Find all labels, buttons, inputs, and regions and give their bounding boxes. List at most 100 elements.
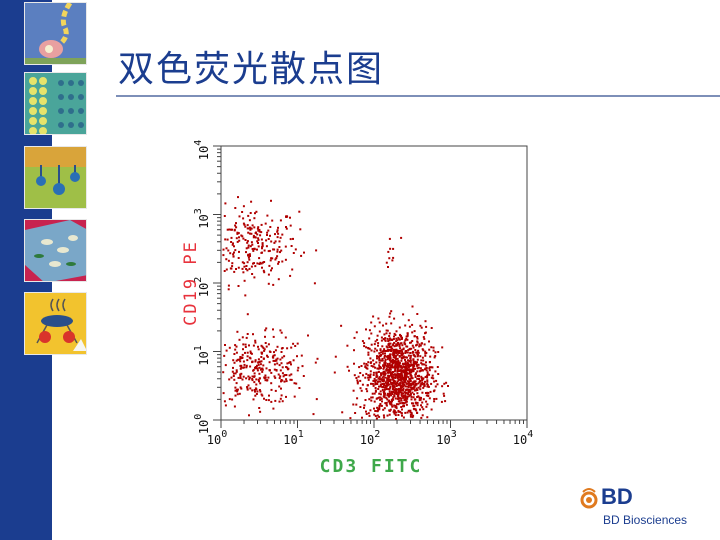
scatter-point bbox=[396, 372, 399, 375]
scatter-point bbox=[290, 373, 293, 376]
scatter-point bbox=[293, 395, 296, 398]
scatter-point bbox=[406, 369, 409, 371]
scatter-point bbox=[262, 261, 264, 264]
scatter-point bbox=[400, 349, 403, 352]
scatter-point bbox=[428, 369, 431, 372]
scatter-point bbox=[379, 398, 382, 401]
scatter-point bbox=[407, 409, 410, 412]
scatter-point bbox=[259, 390, 262, 393]
scatter-point bbox=[381, 352, 384, 355]
scatter-point bbox=[421, 414, 424, 417]
scatter-point bbox=[377, 355, 380, 358]
scatter-point bbox=[228, 228, 231, 231]
scatter-point bbox=[416, 361, 418, 364]
scatter-point bbox=[260, 351, 263, 354]
scatter-point bbox=[400, 373, 403, 376]
scatter-point bbox=[411, 305, 414, 308]
scatter-point bbox=[256, 233, 259, 236]
scatter-point bbox=[400, 378, 403, 381]
scatter-point bbox=[244, 239, 247, 241]
scatter-point bbox=[334, 355, 337, 358]
scatter-point bbox=[404, 375, 406, 378]
scatter-point bbox=[285, 226, 287, 228]
scatter-point bbox=[254, 366, 257, 368]
scatter-point bbox=[425, 367, 428, 369]
scatter-point bbox=[413, 404, 416, 407]
scatter-point bbox=[376, 357, 378, 360]
scatter-point bbox=[247, 384, 250, 387]
scatter-point bbox=[390, 383, 393, 386]
scatter-point bbox=[430, 346, 433, 349]
scatter-point bbox=[292, 237, 294, 240]
scatter-point bbox=[400, 236, 403, 239]
scatter-point bbox=[400, 389, 403, 392]
scatter-point bbox=[401, 374, 404, 377]
scatter-point bbox=[387, 382, 389, 384]
scatter-point bbox=[412, 381, 415, 384]
scatter-point bbox=[394, 392, 396, 394]
scatter-point bbox=[261, 247, 263, 250]
scatter-point bbox=[418, 378, 421, 380]
scatter-point bbox=[390, 346, 393, 349]
scatter-point bbox=[394, 369, 397, 372]
scatter-point bbox=[374, 383, 377, 386]
scatter-point bbox=[393, 345, 396, 348]
scatter-point bbox=[257, 242, 259, 244]
scatter-point bbox=[375, 417, 378, 420]
scatter-point bbox=[421, 356, 424, 359]
scatter-point bbox=[382, 375, 385, 378]
scatter-point bbox=[379, 385, 382, 388]
scatter-point bbox=[253, 372, 256, 375]
scatter-point bbox=[418, 374, 420, 377]
scatter-point bbox=[281, 379, 284, 382]
scatter-point bbox=[395, 348, 398, 351]
scatter-point bbox=[407, 395, 410, 398]
scatter-point bbox=[403, 373, 406, 376]
scatter-point bbox=[265, 239, 268, 242]
scatter-point bbox=[225, 268, 228, 271]
scatter-point bbox=[273, 375, 276, 378]
scatter-point bbox=[366, 384, 369, 387]
scatter-point bbox=[380, 373, 383, 375]
scatter-point bbox=[286, 347, 289, 350]
scatter-point bbox=[402, 392, 405, 395]
scatter-point bbox=[420, 375, 423, 378]
scatter-point bbox=[402, 396, 405, 399]
scatter-point bbox=[383, 370, 386, 373]
scatter-point bbox=[385, 404, 388, 407]
scatter-point bbox=[237, 196, 239, 199]
scatter-point bbox=[387, 349, 389, 352]
scatter-point bbox=[279, 329, 282, 332]
scatter-point bbox=[401, 408, 403, 411]
scatter-point bbox=[415, 372, 418, 375]
scatter-point bbox=[272, 354, 275, 357]
scatter-point bbox=[234, 372, 237, 375]
scatter-point bbox=[419, 344, 422, 347]
scatter-point bbox=[383, 362, 386, 365]
scatter-point bbox=[415, 362, 418, 365]
scatter-point bbox=[383, 338, 386, 341]
scatter-point bbox=[388, 383, 391, 386]
scatter-point bbox=[394, 368, 397, 370]
scatter-point bbox=[386, 398, 389, 401]
scatter-point bbox=[412, 402, 415, 405]
scatter-point bbox=[296, 342, 299, 345]
scatter-point bbox=[372, 384, 375, 387]
scatter-point bbox=[398, 350, 401, 353]
scatter-point bbox=[367, 347, 370, 349]
scatter-point bbox=[247, 244, 250, 247]
scatter-point bbox=[419, 324, 422, 327]
scatter-point bbox=[401, 388, 404, 391]
scatter-point bbox=[228, 378, 231, 381]
scatter-point bbox=[427, 385, 430, 388]
x-tick-label: 101 bbox=[283, 429, 303, 447]
scatter-point bbox=[247, 246, 250, 249]
scatter-point bbox=[440, 400, 443, 403]
scatter-point bbox=[417, 395, 420, 398]
scatter-point bbox=[425, 325, 428, 328]
scatter-point bbox=[240, 364, 243, 367]
scatter-point bbox=[412, 366, 415, 369]
scatter-point bbox=[387, 250, 390, 253]
scatter-point bbox=[414, 349, 417, 351]
scatter-point bbox=[390, 349, 393, 352]
